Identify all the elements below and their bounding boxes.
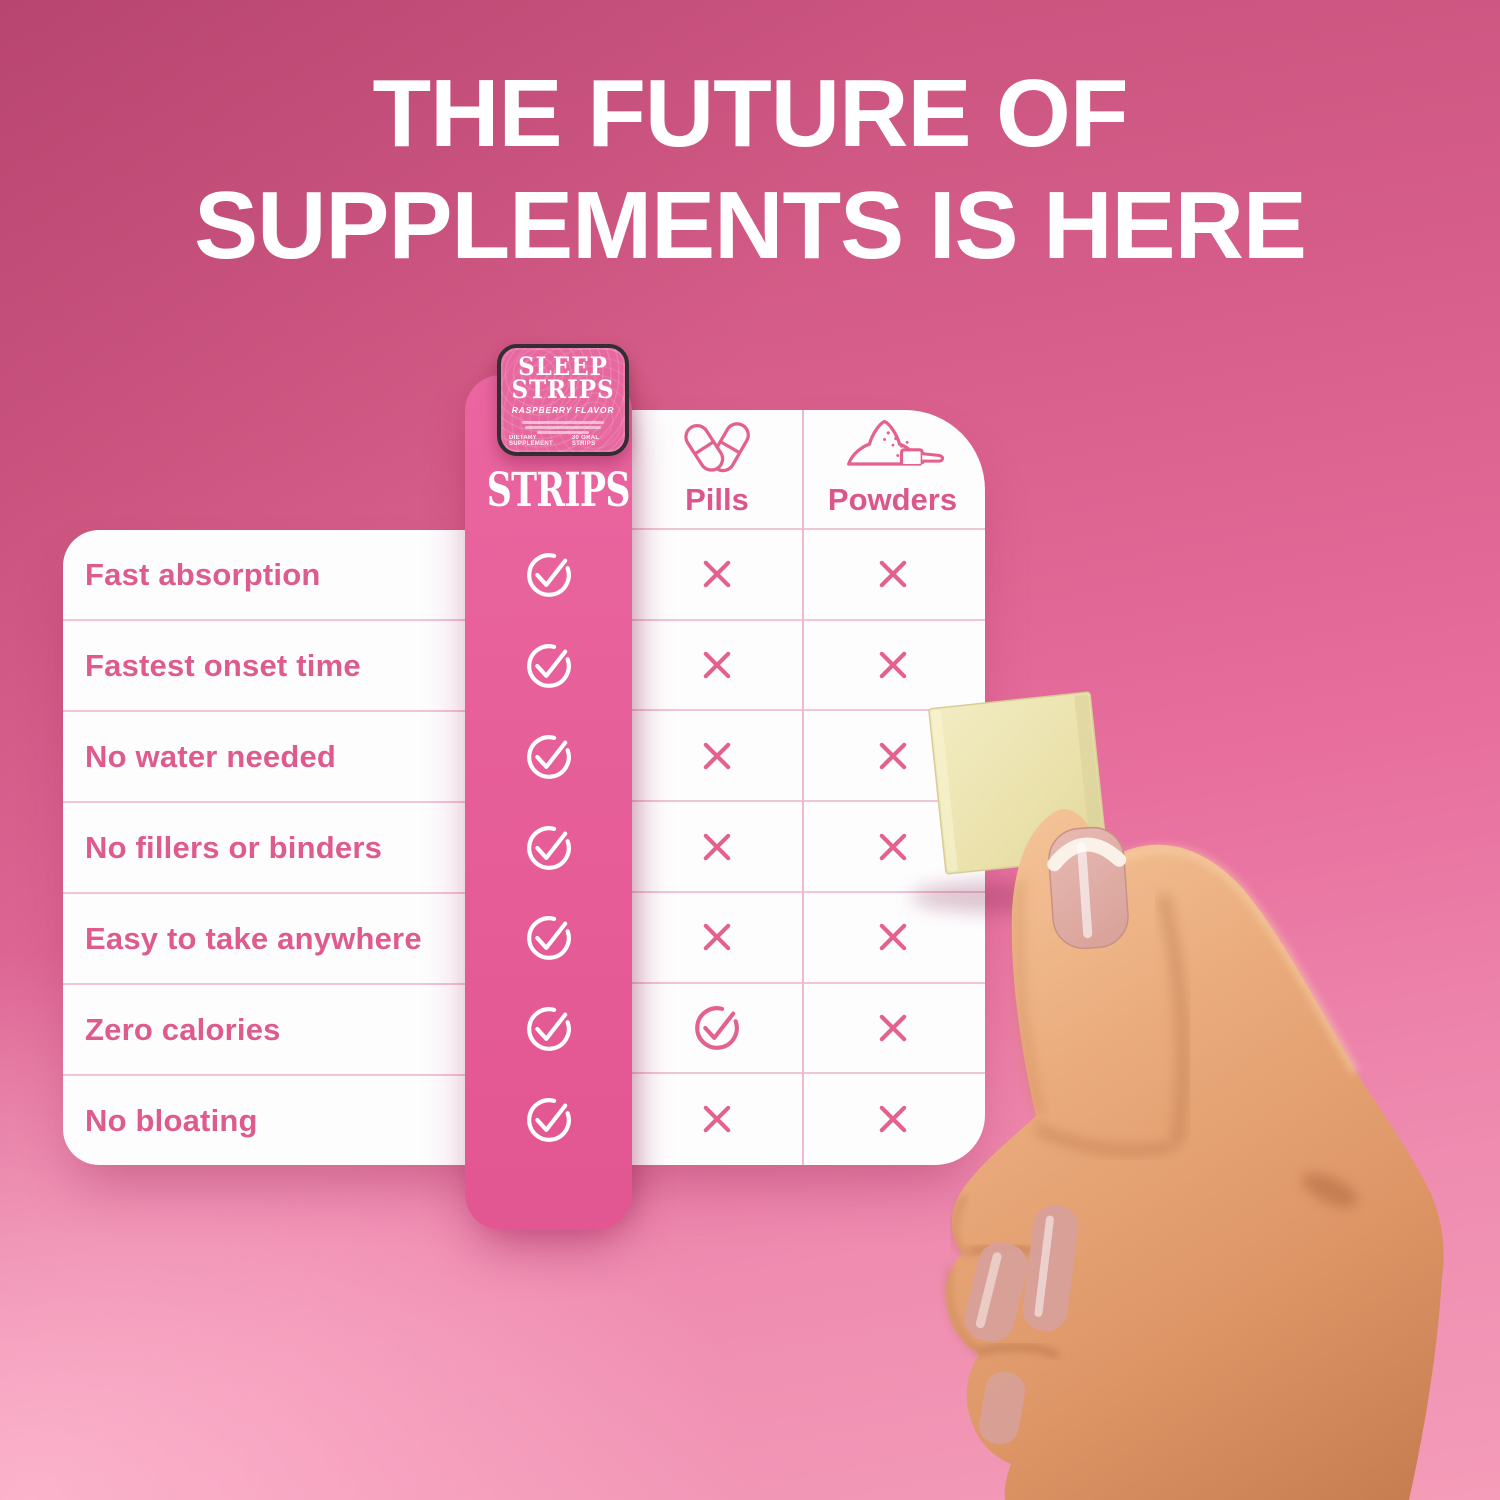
pills-cell	[632, 530, 802, 619]
strips-column: STRIPS	[465, 375, 632, 1230]
check-circle-icon	[522, 548, 576, 602]
feature-label: Zero calories	[85, 1011, 281, 1047]
table-row	[632, 621, 985, 712]
table-row	[632, 802, 985, 893]
check-circle-icon	[522, 639, 576, 693]
powder-scoop-icon	[841, 414, 945, 480]
tin-title-line-1: SLEEP	[518, 352, 608, 381]
headline-line-2: SUPPLEMENTS IS HERE	[194, 172, 1307, 280]
tin-footer-right: 30 ORAL STRIPS	[571, 435, 600, 447]
powders-column-label: Powders	[827, 482, 958, 517]
tin-footer: DIETARY SUPPLEMENT 30 ORAL STRIPS	[509, 435, 617, 447]
table-row	[632, 711, 985, 803]
pills-cell	[632, 984, 802, 1073]
headline-line-1: THE FUTURE OF	[372, 60, 1129, 167]
pills-column-header: Pills	[632, 410, 802, 528]
powders-column-header: Powders	[802, 410, 983, 528]
tin-title-line-2: STRIPS	[511, 375, 615, 404]
table-row: No bloating	[63, 1076, 543, 1165]
pills-column-label: Pills	[685, 482, 749, 517]
table-row	[632, 984, 985, 1075]
strips-cell	[465, 984, 632, 1075]
table-row: Fast absorption	[63, 530, 543, 621]
hand-silhouette	[945, 809, 1444, 1500]
strips-cell	[465, 893, 632, 984]
strips-cell	[465, 530, 632, 621]
pills-icon	[673, 412, 761, 480]
table-row: No fillers or binders	[63, 803, 543, 894]
tin-footer-left: DIETARY SUPPLEMENT	[509, 435, 554, 447]
sleep-strips-tin: SLEEP STRIPS RASPBERRY FLAVOR DIETARY SU…	[497, 344, 629, 456]
strips-cell	[465, 621, 632, 712]
x-icon	[872, 553, 914, 595]
column-divider	[802, 410, 804, 1165]
check-circle-icon	[522, 1093, 576, 1147]
x-icon	[696, 735, 738, 777]
x-icon	[696, 553, 738, 595]
pills-cell	[632, 621, 802, 710]
powders-cell	[802, 530, 983, 619]
comparison-cells	[632, 530, 985, 1163]
pills-cell	[632, 1074, 802, 1163]
check-circle-icon	[690, 1001, 744, 1055]
feature-label: No bloating	[85, 1102, 258, 1138]
x-icon	[696, 1098, 738, 1140]
pills-cell	[632, 711, 802, 800]
check-circle-icon	[522, 821, 576, 875]
x-icon	[696, 826, 738, 868]
check-circle-icon	[522, 730, 576, 784]
pills-cell	[632, 802, 802, 891]
pills-cell	[632, 893, 802, 982]
table-row: Easy to take anywhere	[63, 894, 543, 985]
table-row: Fastest onset time	[63, 621, 543, 712]
tin-fine-print-lines	[519, 421, 608, 434]
table-row	[632, 893, 985, 984]
thumb-nail	[1047, 826, 1129, 950]
check-circle-icon	[522, 911, 576, 965]
feature-label: Fastest onset time	[85, 647, 361, 683]
strips-wordmark: STRIPS	[486, 463, 631, 518]
strips-cell	[465, 711, 632, 802]
x-icon	[696, 644, 738, 686]
headline: THE FUTURE OF SUPPLEMENTS IS HERE	[0, 58, 1500, 283]
tin-flavor: RASPBERRY FLAVOR	[511, 405, 615, 415]
strips-cells	[465, 530, 632, 1165]
finger-nail	[1022, 1205, 1079, 1331]
feature-label: No water needed	[85, 738, 337, 774]
feature-label: Fast absorption	[85, 556, 321, 592]
strips-cell	[465, 802, 632, 893]
hand-holding-strip-photo	[910, 691, 1444, 1500]
feature-label: Easy to take anywhere	[85, 920, 422, 956]
x-icon	[696, 916, 738, 958]
strips-cell	[465, 1074, 632, 1165]
tin-title: SLEEP STRIPS	[511, 352, 615, 404]
table-row: No water needed	[63, 712, 543, 803]
check-circle-icon	[522, 1002, 576, 1056]
feature-labels-panel: Fast absorption Fastest onset time No wa…	[63, 530, 543, 1165]
finger-nail	[964, 1242, 1028, 1342]
finger-nail	[978, 1371, 1026, 1445]
comparison-header: Pills Powders	[632, 410, 985, 530]
table-row	[632, 530, 985, 621]
feature-label: No fillers or binders	[85, 829, 383, 865]
table-row: Zero calories	[63, 985, 543, 1076]
